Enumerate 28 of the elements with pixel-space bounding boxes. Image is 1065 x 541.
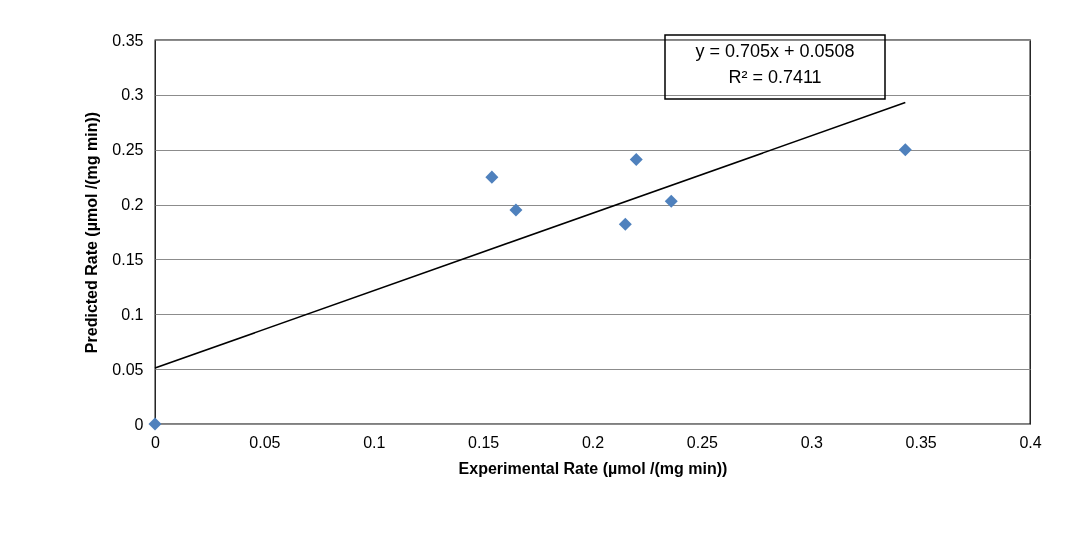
x-tick-label: 0.05 — [249, 433, 281, 451]
y-tick-label: 0 — [134, 415, 144, 433]
point — [664, 194, 678, 208]
point — [485, 170, 499, 184]
point — [509, 203, 523, 217]
x-axis-title: Experimental Rate (µmol /(mg min)) — [458, 459, 728, 477]
x-tick-label: 0.4 — [1019, 433, 1042, 451]
x-tick-label: 0.3 — [800, 433, 823, 451]
y-tick-label: 0.3 — [121, 86, 144, 104]
y-tick-label: 0.2 — [121, 196, 144, 214]
point — [618, 217, 632, 231]
point — [898, 143, 912, 157]
x-tick-label: 0 — [151, 433, 161, 451]
x-tick-label: 0.2 — [581, 433, 605, 451]
annotation: y = 0.705x + 0.0508 — [695, 41, 855, 61]
y-tick-label: 0.35 — [112, 31, 144, 49]
x-tick-label: 0.35 — [905, 433, 937, 451]
x-tick-label: 0.15 — [468, 433, 500, 451]
x-tick-label: 0.25 — [686, 433, 719, 451]
point — [148, 417, 162, 431]
y-tick-label: 0.25 — [112, 141, 144, 159]
y-tick-label: 0.1 — [121, 305, 144, 323]
y-tick-label: 0.05 — [112, 360, 144, 378]
x-tick-label: 0.1 — [363, 433, 386, 451]
y-axis-title: Predicted Rate (µmol /(mg min)) — [83, 111, 101, 354]
annotation: R² = 0.7411 — [728, 67, 822, 87]
point — [629, 153, 643, 167]
y-tick-label: 0.15 — [112, 250, 144, 268]
